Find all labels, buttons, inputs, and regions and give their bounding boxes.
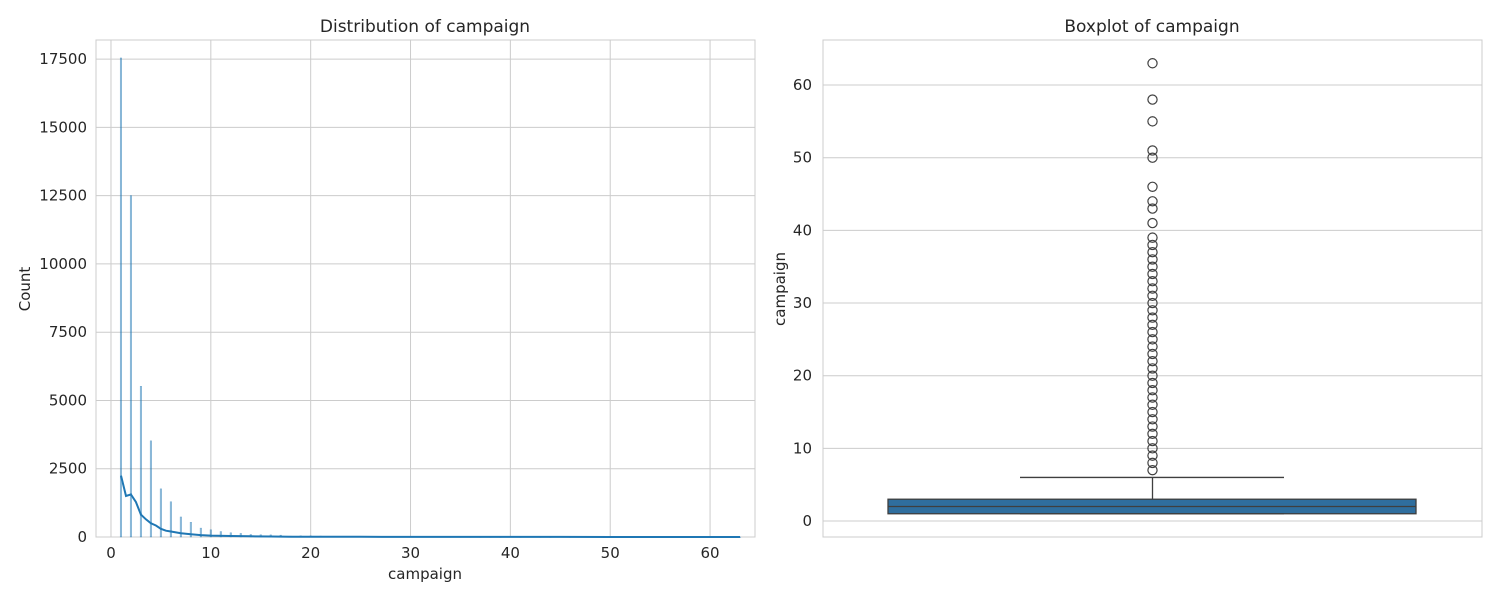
histogram-bar [119, 57, 122, 538]
histogram-title: Distribution of campaign [320, 17, 530, 37]
outlier-point [1147, 319, 1158, 331]
histogram-bar [179, 516, 182, 538]
outlier-point [1147, 428, 1158, 440]
outlier-point [1147, 203, 1158, 214]
x-tick-label: 60 [701, 544, 720, 562]
y-tick-label: 50 [793, 149, 812, 167]
histogram-y-label: Count [16, 267, 34, 312]
x-tick-label: 20 [301, 544, 320, 562]
x-tick-label: 30 [401, 544, 420, 562]
outlier-point [1147, 414, 1158, 425]
x-tick-label: 50 [601, 544, 620, 562]
outlier-point [1147, 334, 1158, 345]
y-tick-label: 17500 [39, 50, 87, 68]
outlier-point [1147, 217, 1158, 229]
outlier-point [1147, 196, 1158, 207]
boxplot-title: Boxplot of campaign [1064, 17, 1239, 37]
y-tick-label: 7500 [49, 323, 87, 341]
histogram-bars [119, 57, 742, 538]
histogram-bar [219, 531, 222, 538]
histogram-bar [189, 522, 192, 538]
y-tick-label: 10 [793, 439, 812, 457]
outlier-point [1147, 457, 1158, 469]
y-tick-label: 0 [802, 512, 812, 530]
boxplot-gridlines [823, 84, 1482, 522]
outlier-point [1147, 276, 1158, 287]
outlier-point [1147, 181, 1158, 192]
outlier-point [1147, 305, 1158, 316]
boxplot-outliers [1147, 58, 1158, 476]
outlier-point [1147, 116, 1158, 127]
histogram-x-ticks: 0 10 20 30 40 50 60 [106, 544, 719, 562]
histogram-panel: 0 10 20 30 40 50 60 0 2500 5000 7500 10000 12500 150… [16, 17, 756, 583]
boxplot-plot-area [822, 39, 1483, 538]
outlier-point [1147, 152, 1158, 163]
outlier-point [1147, 370, 1158, 381]
y-tick-label: 15000 [39, 118, 87, 136]
histogram-gridlines [96, 40, 755, 538]
boxplot-body [887, 476, 1417, 515]
histogram-bar [139, 386, 142, 538]
outlier-point [1147, 246, 1158, 258]
outlier-point [1147, 283, 1158, 294]
outlier-point [1147, 239, 1158, 251]
histogram-bar [149, 440, 152, 538]
histogram-kde [120, 475, 740, 538]
x-tick-label: 40 [501, 544, 520, 562]
y-tick-label: 20 [793, 367, 812, 385]
boxplot-y-label: campaign [771, 252, 789, 326]
outlier-point [1147, 145, 1158, 156]
outlier-point [1147, 377, 1158, 389]
outlier-point [1147, 232, 1158, 243]
boxplot-y-ticks: 0 10 20 30 40 50 60 [793, 76, 812, 530]
outlier-point [1147, 406, 1158, 418]
outlier-point [1147, 399, 1158, 410]
outlier-point [1147, 385, 1158, 396]
outlier-point [1147, 464, 1158, 476]
histogram-bar [129, 195, 132, 538]
y-tick-label: 0 [77, 528, 87, 546]
outlier-point [1147, 443, 1158, 454]
outlier-point [1147, 435, 1158, 447]
outlier-point [1147, 355, 1158, 367]
histogram-bar [209, 529, 212, 538]
outlier-point [1147, 421, 1158, 432]
outlier-point [1147, 297, 1158, 309]
outlier-point [1147, 348, 1158, 360]
y-tick-label: 40 [793, 221, 812, 239]
outlier-point [1147, 261, 1158, 272]
histogram-y-ticks: 0 2500 5000 7500 10000 12500 15000 17500 [39, 50, 87, 546]
outlier-point [1147, 392, 1158, 403]
y-tick-label: 12500 [39, 187, 87, 205]
y-tick-label: 5000 [49, 391, 87, 409]
outlier-point [1147, 450, 1158, 461]
outlier-point [1147, 58, 1158, 69]
outlier-point [1147, 268, 1158, 280]
y-tick-label: 30 [793, 294, 812, 312]
histogram-bar [159, 488, 162, 538]
y-tick-label: 2500 [49, 460, 87, 478]
x-tick-label: 0 [106, 544, 116, 562]
outlier-point [1147, 363, 1158, 374]
y-tick-label: 10000 [39, 255, 87, 273]
histogram-bar [169, 501, 172, 538]
histogram-bar [199, 527, 202, 538]
outlier-point [1147, 326, 1158, 338]
y-tick-label: 60 [793, 76, 812, 94]
histogram-x-label: campaign [388, 565, 462, 583]
outlier-point [1147, 254, 1158, 265]
outlier-point [1147, 312, 1158, 323]
outlier-point [1147, 341, 1158, 352]
outlier-point [1147, 290, 1158, 301]
x-tick-label: 10 [201, 544, 220, 562]
outlier-point [1147, 94, 1158, 105]
kde-line [120, 475, 740, 538]
histogram-plot-area [95, 39, 756, 538]
boxplot-panel: 0 10 20 30 40 50 60 Boxplot of campaign campai… [771, 17, 1483, 538]
